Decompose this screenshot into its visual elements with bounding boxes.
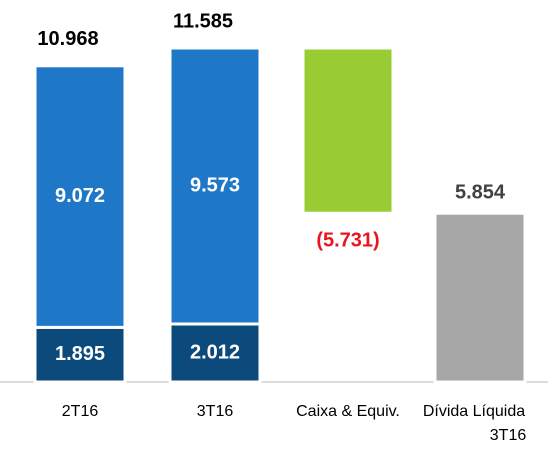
x-tick-label: 2T16	[62, 403, 99, 420]
bar-segment	[301, 46, 395, 215]
value-label: (5.731)	[316, 230, 379, 252]
value-label: 1.895	[55, 343, 105, 365]
value-label: 9.072	[55, 185, 105, 207]
x-tick-label: Caixa & Equiv.	[296, 403, 400, 420]
total-label: 11.585	[173, 10, 233, 32]
value-label: 5.854	[455, 182, 506, 204]
bar-segment	[168, 46, 262, 326]
x-tick-label: 3T16	[197, 403, 234, 420]
bar-segment	[33, 325, 127, 384]
total-label: 10.968	[37, 28, 98, 50]
value-label: 9.573	[190, 174, 240, 196]
bar-segment	[33, 64, 127, 329]
x-tick-label: Dívida Líquida 3T16	[423, 403, 526, 444]
bar-segment	[433, 211, 527, 384]
value-label: 2.012	[190, 341, 240, 363]
